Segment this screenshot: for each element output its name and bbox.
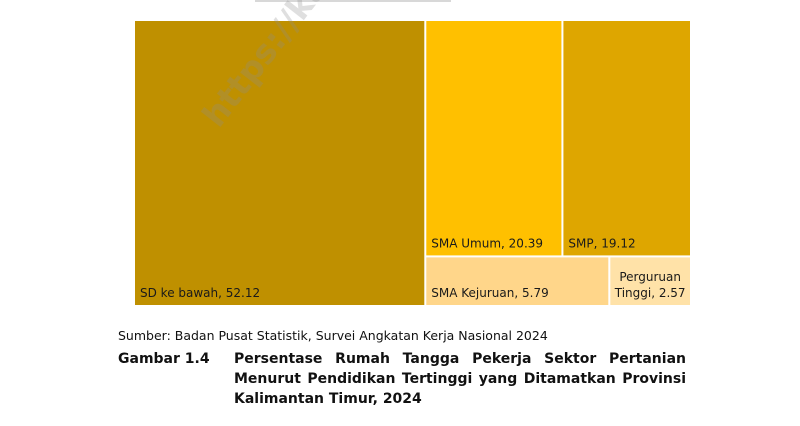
figure-caption-label: Gambar 1.4 [118,351,210,367]
figure-caption-text: Persentase Rumah Tangga Pekerja Sektor P… [234,351,686,407]
treemap-tile-sd-ke-bawah [135,21,425,305]
source-note: Sumber: Badan Pusat Statistik, Survei An… [118,328,548,343]
treemap-label-sma-kejuruan: SMA Kejuruan, 5.79 [431,286,548,300]
treemap-label-sma-umum: SMA Umum, 20.39 [431,236,543,250]
treemap-label-smp: SMP, 19.12 [568,236,635,250]
top-border-line [255,0,451,2]
treemap-tile-sma-kejuruan [426,257,609,305]
treemap-tile-sma-umum [426,21,562,256]
treemap-label-sd-ke-bawah: SD ke bawah, 52.12 [140,286,260,300]
figure-caption: Gambar 1.4 Persentase Rumah Tangga Peker… [118,349,686,409]
treemap-label-perguruan-tinggi: Perguruan Tinggi, 2.57 [614,270,686,300]
treemap-tile-perguruan-tinggi [610,257,690,305]
treemap-tile-smp [563,21,690,256]
